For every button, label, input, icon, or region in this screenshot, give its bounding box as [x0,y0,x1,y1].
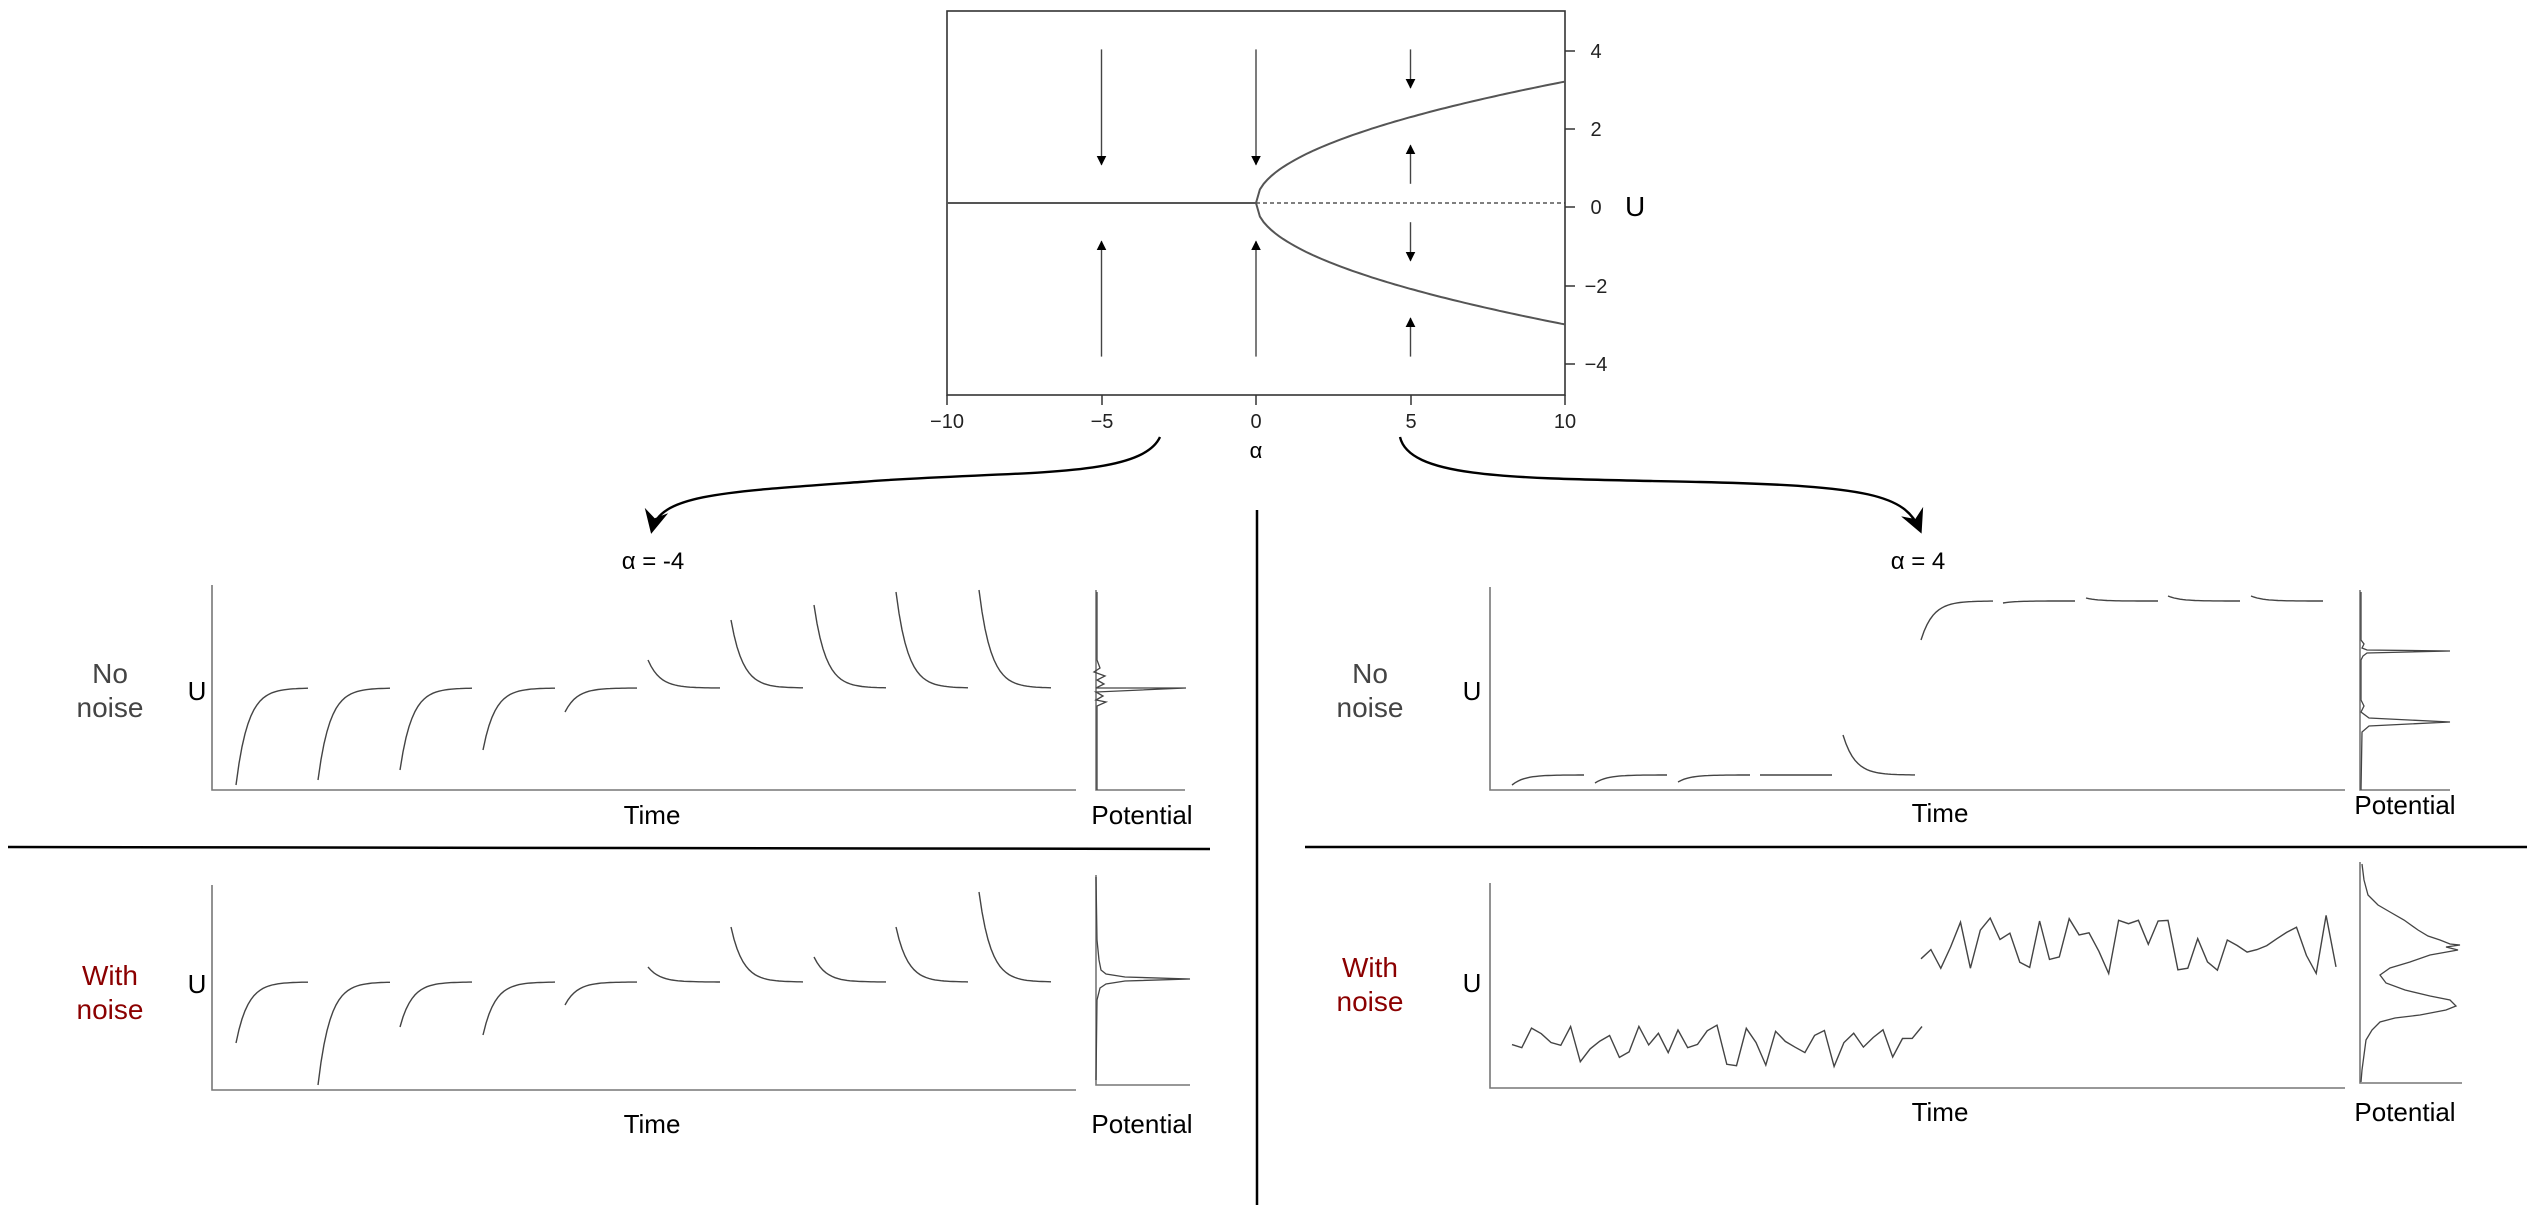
row-label-line1: No [1352,658,1388,689]
side-label: Potential [2354,790,2455,820]
potential-curve [2360,863,2461,1083]
y-tick-label: 4 [1590,41,1601,63]
y-tick-label: 2 [1590,119,1601,141]
trajectory-segment [978,589,1052,689]
x-axis-label: Time [624,1109,681,1139]
x-axis-label: Time [1912,1097,1969,1127]
trajectory-segment [1920,915,2337,976]
time-series [235,891,1052,1086]
trajectory-segment [647,659,720,689]
trajectory-segment [2085,597,2158,602]
trajectory-segment [1677,774,1750,783]
x-tick-label: 5 [1405,411,1416,433]
trajectory-segment [2167,595,2240,602]
x-tick-label: −5 [1091,411,1114,433]
potential-curve [1095,876,1191,1081]
time-axes [211,885,1076,1091]
time-axes [1489,883,2345,1089]
potential-curve [1092,592,1187,790]
row-label-line2: noise [77,994,144,1025]
x-tick-label: −10 [930,411,964,433]
trajectory-segment [730,619,803,689]
y-tick-label: −4 [1585,354,1608,376]
trajectory-segment [1511,774,1584,786]
x-axis-label: α [1250,438,1263,463]
trajectory-segment [895,926,969,983]
side-label: Potential [1091,1109,1192,1139]
row-label-line2: noise [77,692,144,723]
x-tick-label: 10 [1554,411,1576,433]
trajectory-segment [978,891,1052,983]
trajectory-segment [482,981,556,1036]
time-axes [1489,587,2345,791]
trajectory-segment [564,981,637,1006]
bifurcation-plot: −10 −5 0 5 10 α 4 2 0 −2 −4 U [930,10,1645,463]
left-with-noise-panel: With noise U Time Potential [77,875,1193,1139]
time-series [1511,915,2337,1069]
trajectory-segment [2002,600,2075,604]
potential-axes [2359,590,2450,791]
y-axis-label: U [188,676,207,706]
left-no-noise-panel: No noise U Time Potential [77,585,1193,830]
row-label-line1: No [92,658,128,689]
y-axis-label: U [1463,968,1482,998]
y-axis-label: U [1625,191,1645,222]
curved-arrow-left [644,436,1162,534]
trajectory-segment [482,687,555,751]
horizontal-divider-left [7,845,1211,851]
right-no-noise-panel: No noise U Time Potential [1337,587,2456,828]
time-series [1511,595,2323,786]
trajectory-segment [1594,774,1667,784]
row-label-line2: noise [1337,986,1404,1017]
trajectory-segment [1511,1024,1923,1069]
potential-axes [1095,875,1190,1086]
right-with-noise-panel: With noise U Time Potential [1337,862,2462,1127]
y-tick-label: 0 [1590,197,1601,219]
y-axis-ticks [1565,50,1575,365]
trajectory-segment [399,981,472,1028]
row-label-line2: noise [1337,692,1404,723]
trajectory-segment [1920,600,1993,641]
y-tick-label: −2 [1585,276,1608,298]
bifurcation-branches [947,80,1566,326]
x-axis-label: Time [624,800,681,830]
y-axis-label: U [188,969,207,999]
bifurcation-branch-solid [1255,202,1566,326]
trajectory-segment [647,966,720,983]
trajectory-segment [235,687,309,786]
time-axes [211,585,1076,791]
trajectory-segment [317,687,391,781]
trajectory-segment [235,981,308,1044]
potential-axes [1095,590,1185,791]
curved-arrow-right [1398,436,1924,534]
side-label: Potential [1091,800,1192,830]
trajectory-segment [399,687,473,771]
time-series [235,589,1052,786]
trajectory-segment [2250,595,2323,602]
y-axis-label: U [1463,676,1482,706]
bifurcation-branch-solid [1255,80,1566,204]
trajectory-segment [813,604,887,689]
side-label: Potential [2354,1097,2455,1127]
trajectory-segment [730,926,804,983]
right-panel-title: α = 4 [1891,548,1946,575]
x-axis-label: Time [1912,798,1969,828]
left-panel-title: α = -4 [622,548,685,575]
row-label-line1: With [1342,952,1398,983]
potential-curve [2360,592,2451,791]
trajectory-segment [813,956,886,983]
row-label-line1: With [82,960,138,991]
potential-axes [2359,862,2462,1084]
x-tick-label: 0 [1250,411,1261,433]
trajectory-segment [564,687,637,713]
trajectory-segment [317,981,390,1086]
x-axis-ticks [946,395,1566,405]
trajectory-segment [1842,734,1915,776]
trajectory-segment [895,591,969,689]
bifurcation-arrows [1096,49,1416,357]
